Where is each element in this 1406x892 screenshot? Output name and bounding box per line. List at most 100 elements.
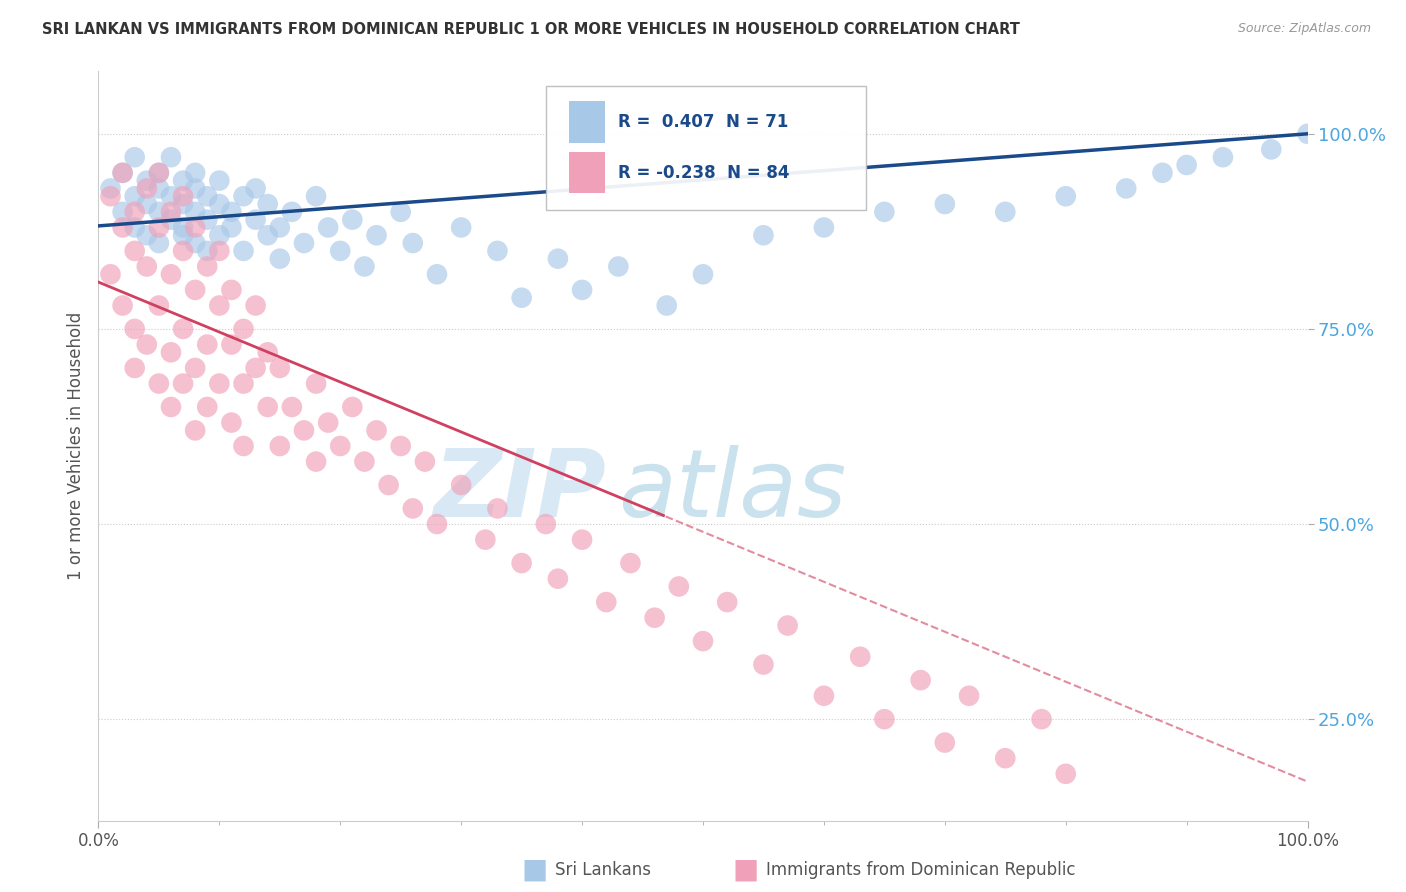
- Point: [353, 260, 375, 274]
- Point: [160, 212, 183, 227]
- Point: [148, 236, 170, 251]
- Point: [245, 361, 267, 376]
- Point: [135, 260, 157, 274]
- Point: [172, 322, 194, 336]
- Point: [510, 291, 533, 305]
- Point: [195, 212, 218, 227]
- Point: [1175, 158, 1198, 172]
- Point: [184, 424, 207, 438]
- Point: [111, 166, 134, 180]
- Point: [269, 252, 291, 266]
- Point: [135, 181, 157, 195]
- Point: [752, 228, 775, 243]
- Point: [208, 228, 231, 243]
- Point: [934, 735, 956, 749]
- Point: [232, 376, 254, 391]
- Point: [619, 556, 641, 570]
- Point: [849, 649, 872, 664]
- Point: [111, 298, 134, 313]
- Point: [329, 244, 352, 258]
- Text: ZIP: ZIP: [433, 445, 606, 537]
- Point: [1054, 767, 1077, 781]
- Point: [208, 197, 231, 211]
- Point: [208, 376, 231, 391]
- Point: [994, 751, 1017, 765]
- Point: [353, 455, 375, 469]
- Point: [172, 220, 194, 235]
- Point: [534, 517, 557, 532]
- Point: [221, 283, 243, 297]
- Point: [316, 416, 339, 430]
- Point: [377, 478, 399, 492]
- Point: [148, 220, 170, 235]
- Point: [160, 400, 183, 414]
- Point: [644, 611, 666, 625]
- Point: [208, 244, 231, 258]
- Point: [184, 361, 207, 376]
- Point: [232, 189, 254, 203]
- Point: [221, 220, 243, 235]
- Point: [208, 174, 231, 188]
- Point: [148, 298, 170, 313]
- Point: [184, 205, 207, 219]
- Point: [269, 220, 291, 235]
- Point: [172, 174, 194, 188]
- Point: [148, 166, 170, 180]
- Point: [232, 439, 254, 453]
- Point: [305, 376, 328, 391]
- Point: [111, 205, 134, 219]
- Point: [305, 455, 328, 469]
- Point: [135, 228, 157, 243]
- Point: [486, 244, 509, 258]
- Point: [402, 501, 425, 516]
- Point: [668, 580, 690, 594]
- Point: [148, 181, 170, 195]
- Point: [160, 205, 183, 219]
- Point: [245, 181, 267, 195]
- Point: [486, 501, 509, 516]
- Point: [1260, 143, 1282, 157]
- Point: [124, 189, 146, 203]
- Point: [1152, 166, 1174, 180]
- Point: [172, 189, 194, 203]
- Point: [450, 220, 472, 235]
- Point: [124, 205, 146, 219]
- Point: [1054, 189, 1077, 203]
- Point: [269, 361, 291, 376]
- Point: [124, 244, 146, 258]
- Point: [994, 205, 1017, 219]
- Point: [474, 533, 496, 547]
- Point: [366, 228, 388, 243]
- Text: Sri Lankans: Sri Lankans: [555, 861, 651, 879]
- Point: [692, 634, 714, 648]
- Text: atlas: atlas: [619, 445, 846, 536]
- Point: [160, 268, 183, 282]
- Text: ■: ■: [522, 855, 547, 884]
- Point: [873, 205, 896, 219]
- Point: [256, 197, 278, 211]
- Point: [232, 244, 254, 258]
- Point: [184, 181, 207, 195]
- Point: [221, 205, 243, 219]
- Point: [281, 400, 304, 414]
- Point: [232, 322, 254, 336]
- Point: [305, 189, 328, 203]
- Y-axis label: 1 or more Vehicles in Household: 1 or more Vehicles in Household: [66, 312, 84, 580]
- Point: [655, 298, 678, 313]
- Point: [100, 181, 122, 195]
- Point: [716, 595, 738, 609]
- Point: [269, 439, 291, 453]
- Point: [100, 268, 122, 282]
- Point: [1212, 150, 1234, 164]
- Point: [256, 228, 278, 243]
- Point: [124, 322, 146, 336]
- Point: [813, 689, 835, 703]
- Point: [184, 236, 207, 251]
- Point: [607, 260, 630, 274]
- Point: [172, 197, 194, 211]
- Point: [329, 439, 352, 453]
- Point: [184, 283, 207, 297]
- Point: [256, 345, 278, 359]
- Text: SRI LANKAN VS IMMIGRANTS FROM DOMINICAN REPUBLIC 1 OR MORE VEHICLES IN HOUSEHOLD: SRI LANKAN VS IMMIGRANTS FROM DOMINICAN …: [42, 22, 1021, 37]
- Point: [813, 220, 835, 235]
